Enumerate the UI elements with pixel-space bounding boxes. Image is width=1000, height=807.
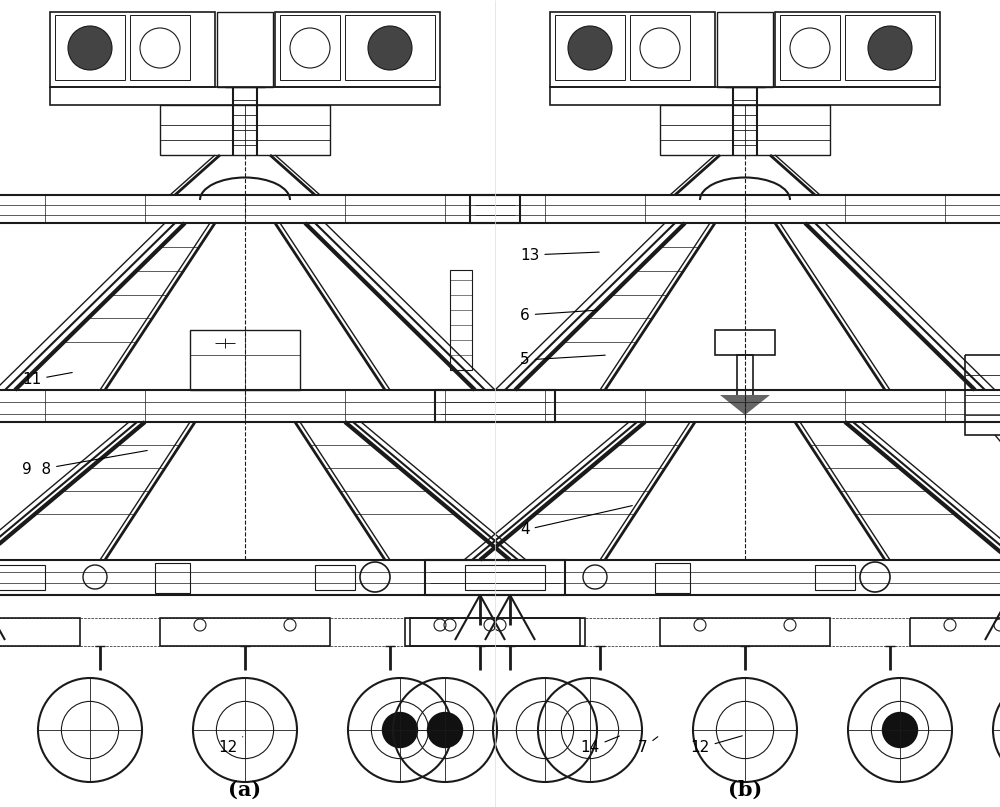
Bar xyxy=(780,15,840,80)
Bar xyxy=(190,330,300,390)
Polygon shape xyxy=(720,395,770,415)
Bar xyxy=(275,12,440,87)
Bar xyxy=(550,12,715,87)
Text: 9  8: 9 8 xyxy=(22,450,147,478)
Bar xyxy=(715,330,775,355)
Bar xyxy=(160,618,330,646)
Text: 11: 11 xyxy=(22,373,72,387)
Circle shape xyxy=(382,712,418,748)
Text: 6: 6 xyxy=(520,307,597,323)
Bar xyxy=(717,12,773,87)
Bar xyxy=(0,565,45,590)
Bar xyxy=(910,618,1000,646)
Bar xyxy=(0,560,565,595)
Bar xyxy=(0,390,555,422)
Bar xyxy=(155,563,190,593)
Bar xyxy=(660,105,830,155)
Text: 4: 4 xyxy=(520,506,632,537)
Bar xyxy=(405,618,580,646)
Text: 5: 5 xyxy=(520,353,605,367)
Bar xyxy=(160,105,330,155)
Circle shape xyxy=(882,712,918,748)
Bar xyxy=(410,618,585,646)
Bar xyxy=(280,15,340,80)
Bar xyxy=(425,560,1000,595)
Text: (b): (b) xyxy=(728,780,762,800)
Bar xyxy=(217,12,273,87)
Bar xyxy=(450,270,472,370)
Bar xyxy=(345,15,435,80)
Text: 7: 7 xyxy=(638,737,658,755)
Bar xyxy=(315,565,355,590)
Circle shape xyxy=(68,26,112,70)
Text: 12: 12 xyxy=(690,736,742,755)
Bar xyxy=(465,565,545,590)
Bar xyxy=(470,195,1000,223)
Bar xyxy=(130,15,190,80)
Text: 14: 14 xyxy=(580,736,619,755)
Bar xyxy=(655,563,690,593)
Bar xyxy=(630,15,690,80)
Bar xyxy=(550,87,940,105)
Bar xyxy=(815,565,855,590)
Bar xyxy=(0,618,80,646)
Text: 12: 12 xyxy=(218,737,243,755)
Circle shape xyxy=(568,26,612,70)
Text: 13: 13 xyxy=(520,248,599,262)
Bar xyxy=(50,87,440,105)
Bar xyxy=(55,15,125,80)
Bar xyxy=(845,15,935,80)
Bar xyxy=(965,355,1000,435)
Circle shape xyxy=(368,26,412,70)
Bar xyxy=(737,355,753,405)
Bar xyxy=(555,15,625,80)
Bar xyxy=(0,195,520,223)
Bar xyxy=(50,12,215,87)
Circle shape xyxy=(868,26,912,70)
Circle shape xyxy=(427,712,463,748)
Text: (a): (a) xyxy=(228,780,262,800)
Bar xyxy=(435,390,1000,422)
Bar xyxy=(660,618,830,646)
Bar xyxy=(775,12,940,87)
